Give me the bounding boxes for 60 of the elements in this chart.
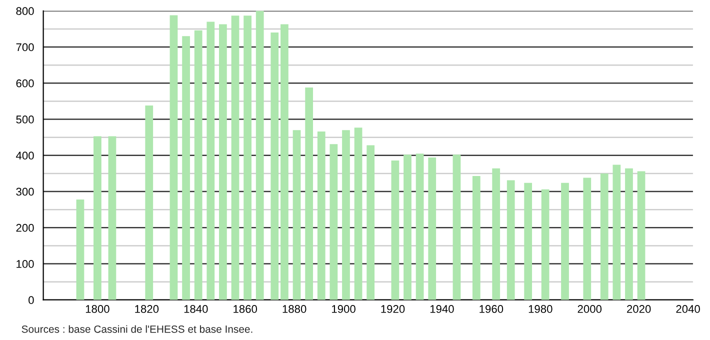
y-tick-label: 400 (16, 152, 34, 160)
bar (330, 144, 338, 300)
bar (194, 30, 202, 300)
bar (625, 168, 633, 300)
bar (145, 106, 154, 300)
bar (256, 10, 264, 300)
bar (94, 136, 102, 300)
y-tick-label: 700 (16, 43, 34, 52)
bar (452, 154, 461, 300)
bar (472, 176, 480, 300)
x-tick-label: 2020 (627, 305, 651, 313)
x-tick-label: 1880 (282, 305, 306, 313)
bar (637, 171, 646, 300)
bar (492, 168, 500, 300)
bar (206, 22, 215, 300)
bar (270, 32, 279, 300)
bar (170, 15, 178, 300)
bar (561, 182, 569, 300)
bar (108, 136, 116, 300)
x-tick-label: 1900 (332, 305, 356, 313)
x-tick-label: 2040 (676, 305, 700, 313)
y-tick-label: 500 (16, 116, 34, 124)
bar (305, 87, 314, 300)
bar (219, 24, 227, 300)
x-tick-label: 1960 (480, 305, 504, 313)
bar (231, 16, 240, 300)
bar (292, 130, 301, 300)
bar (428, 158, 436, 300)
y-tick-label: 0 (28, 296, 34, 304)
x-tick-label: 1980 (528, 305, 552, 313)
x-tick-label: 2000 (578, 305, 602, 313)
y-tick-label: 800 (16, 7, 34, 16)
x-tick-label: 1820 (135, 305, 159, 313)
bar (404, 154, 412, 300)
bar (342, 130, 350, 300)
bar (280, 24, 288, 300)
bar (354, 128, 362, 300)
y-tick-label: 100 (16, 260, 34, 268)
x-tick-label: 1860 (234, 305, 258, 313)
source-note: Sources : base Cassini de l'EHESS et base Insee. (22, 325, 252, 333)
y-tick-label: 600 (16, 79, 34, 88)
x-tick-label: 1800 (86, 305, 110, 313)
x-tick-label: 1840 (184, 305, 208, 313)
bar (182, 36, 190, 300)
x-tick-label: 1940 (430, 305, 454, 313)
bar (317, 132, 326, 300)
y-tick-label: 300 (16, 188, 34, 196)
bar (612, 164, 621, 300)
bar (76, 199, 84, 300)
bar (366, 145, 375, 300)
x-tick-label: 1920 (381, 305, 405, 313)
bar (583, 178, 592, 300)
bar (524, 182, 532, 300)
bar (506, 180, 515, 300)
bar (391, 160, 400, 300)
bar (244, 16, 252, 300)
bar (416, 154, 424, 300)
bar (541, 189, 550, 300)
bar (600, 173, 608, 300)
y-tick-label: 200 (16, 224, 34, 232)
